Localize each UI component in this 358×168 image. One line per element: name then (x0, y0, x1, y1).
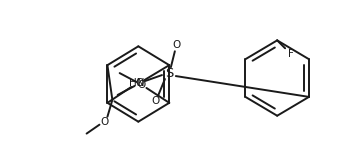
Text: S: S (165, 67, 173, 80)
Text: O: O (100, 117, 108, 127)
Text: O: O (137, 80, 146, 90)
Text: O: O (173, 40, 181, 50)
Text: O: O (135, 78, 144, 88)
Text: HN: HN (130, 78, 145, 88)
Text: F: F (288, 49, 294, 59)
Text: O: O (151, 96, 159, 106)
